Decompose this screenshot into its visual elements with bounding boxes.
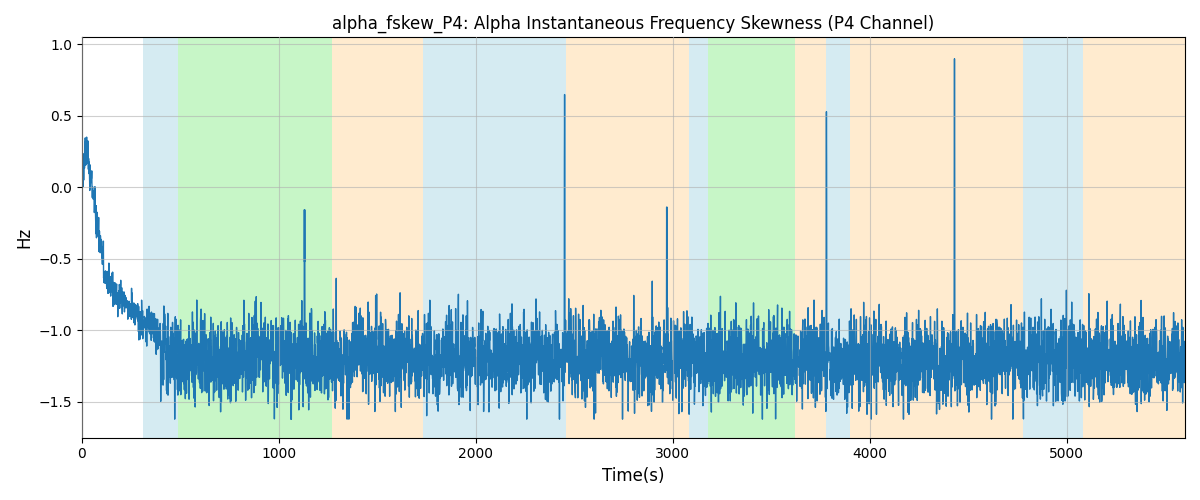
- Bar: [143, 38, 179, 438]
- Y-axis label: Hz: Hz: [14, 227, 32, 248]
- Bar: [1082, 38, 1186, 438]
- Bar: [332, 38, 422, 438]
- Bar: [794, 38, 827, 438]
- Bar: [1024, 38, 1082, 438]
- Bar: [422, 38, 566, 438]
- Bar: [689, 38, 708, 438]
- Bar: [708, 38, 794, 438]
- Bar: [827, 38, 850, 438]
- Title: alpha_fskew_P4: Alpha Instantaneous Frequency Skewness (P4 Channel): alpha_fskew_P4: Alpha Instantaneous Freq…: [332, 15, 935, 34]
- Bar: [566, 38, 689, 438]
- Bar: [179, 38, 332, 438]
- X-axis label: Time(s): Time(s): [602, 467, 665, 485]
- Bar: [850, 38, 1024, 438]
